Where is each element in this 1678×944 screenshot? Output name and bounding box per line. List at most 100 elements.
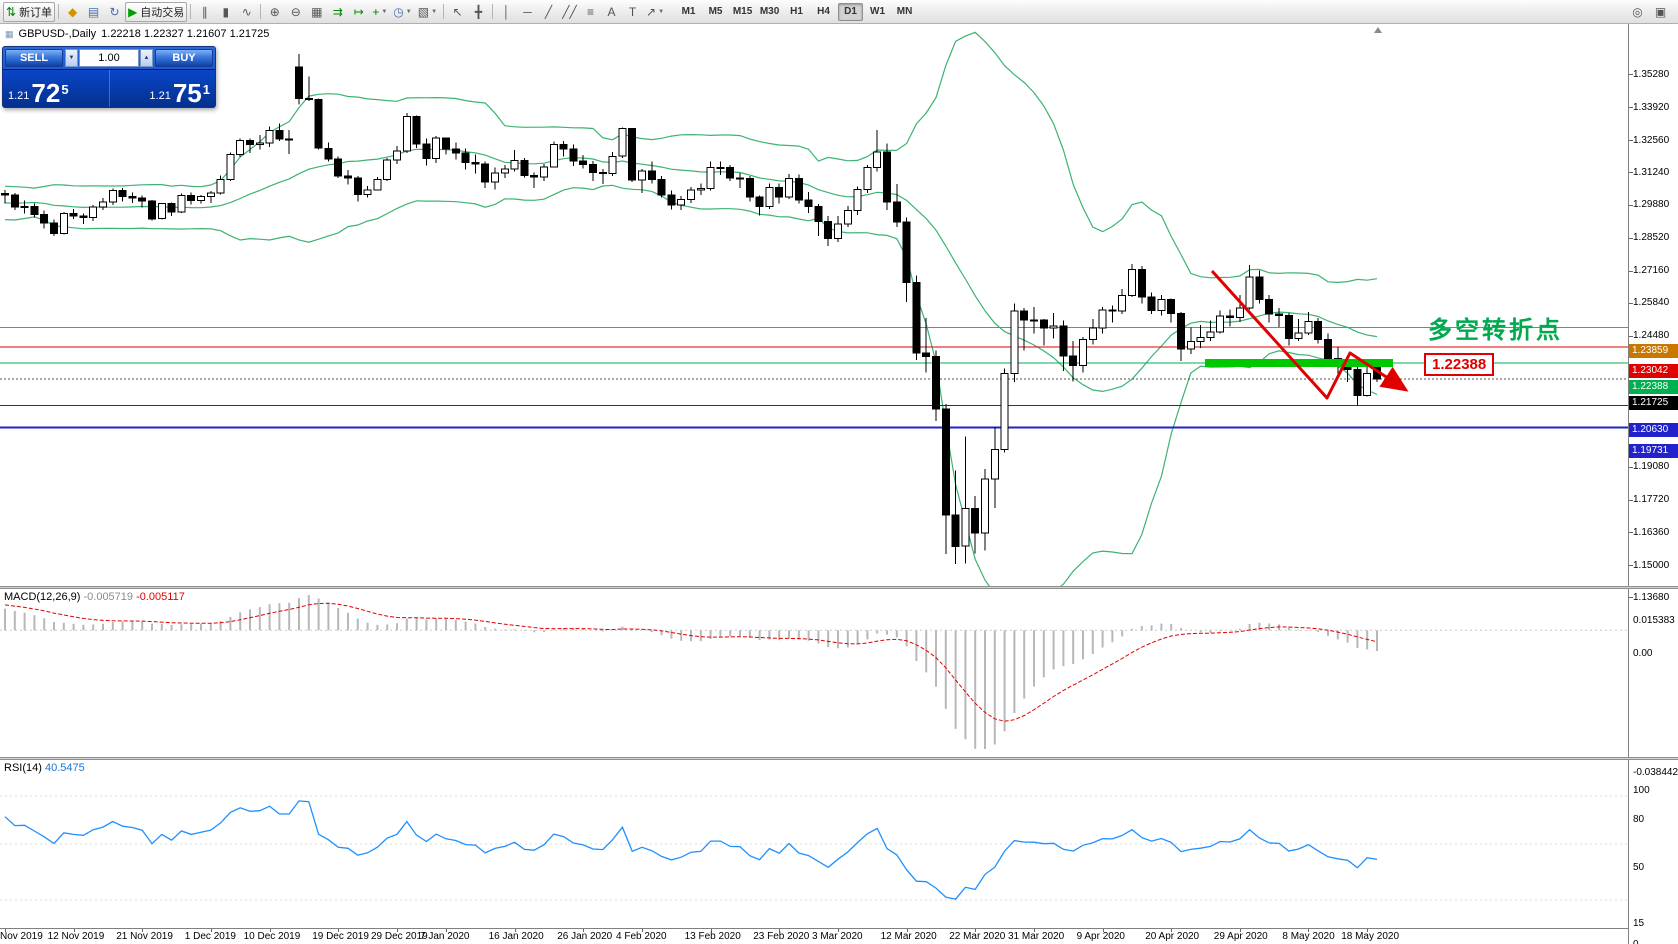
window-layout-button[interactable]: ▣: [1650, 2, 1671, 22]
refresh-button[interactable]: ↻: [104, 2, 125, 22]
panel-splitter[interactable]: [0, 586, 1678, 589]
bar-chart-icon: ∥: [201, 4, 208, 19]
timeframe-d1-button[interactable]: D1: [838, 2, 864, 21]
line-chart-button[interactable]: ∿: [236, 2, 257, 22]
timeframe-h4-button[interactable]: H4: [817, 6, 830, 17]
volume-increase-button[interactable]: ▲: [140, 49, 153, 67]
trendline-icon: ╱: [544, 4, 553, 19]
indicators-button[interactable]: + ▼: [369, 2, 390, 22]
toolbar-separator: [58, 4, 60, 19]
timeframe-m30-button[interactable]: M30: [759, 6, 780, 17]
date-label: 18 May 2020: [1341, 931, 1400, 942]
buy-button[interactable]: BUY: [155, 49, 213, 67]
macd-panel[interactable]: MACD(12,26,9) -0.005719 -0.005117: [0, 589, 1628, 757]
date-label: 29 Dec 2019: [371, 931, 428, 942]
price-chart-panel[interactable]: ▦ GBPUSD-,Daily 1.22218 1.22327 1.21607 …: [0, 24, 1628, 586]
time-tickmark: [975, 929, 977, 932]
profile-button[interactable]: ▤: [83, 2, 104, 22]
candle: [1, 190, 9, 204]
tile-windows-button[interactable]: ▦: [306, 2, 327, 22]
price-tickmark: [1629, 270, 1633, 272]
candle: [1049, 313, 1058, 339]
date-label: 12 Nov 2019: [47, 931, 105, 942]
sell-button[interactable]: SELL: [5, 49, 63, 67]
candle: [177, 193, 186, 213]
auto-scroll-button[interactable]: ⇉: [327, 2, 348, 22]
time-tickmark: [838, 929, 839, 932]
price-tickmark: [1629, 335, 1633, 337]
bar-chart-button[interactable]: ∥: [194, 2, 215, 22]
timeframe-h1-button[interactable]: H1: [790, 6, 803, 17]
buy-price-display[interactable]: 1.21 75 1: [108, 70, 216, 107]
candle: [579, 154, 588, 169]
crosshair-button[interactable]: ╋: [468, 2, 489, 22]
cursor-button[interactable]: ↖: [447, 2, 468, 22]
candle: [941, 403, 950, 554]
rsi-scale-label: 15: [1633, 918, 1645, 929]
search-button[interactable]: ◎: [1627, 2, 1648, 22]
templates-button[interactable]: ▧ ▼: [415, 2, 440, 22]
price-chart-canvas[interactable]: [0, 24, 1628, 586]
zoom-out-button[interactable]: ⊖: [285, 2, 306, 22]
date-label: 22 Mar 2020: [949, 931, 1006, 942]
rsi-panel[interactable]: RSI(14) 40.5475: [0, 760, 1628, 928]
price-tick-label: 1.24480: [1633, 330, 1670, 342]
time-tickmark: [710, 929, 712, 932]
vertical-line-button[interactable]: │: [496, 2, 517, 22]
volume-decrease-button[interactable]: ▼: [65, 49, 78, 67]
timeframe-m1-button[interactable]: M1: [681, 6, 696, 17]
toolbar-separator: [443, 4, 445, 19]
volume-input[interactable]: 1.00: [79, 49, 139, 67]
candle: [1304, 311, 1313, 335]
candle: [951, 470, 960, 564]
new-order-button[interactable]: ⇅ 新订单: [3, 1, 56, 22]
timeframe-mn-button[interactable]: MN: [896, 6, 913, 17]
equidistant-channel-button[interactable]: ╱╱: [559, 2, 580, 22]
rsi-scale-label: 50: [1633, 862, 1645, 873]
indicators-icon: +: [372, 4, 380, 19]
candle: [1098, 306, 1107, 334]
metaeditor-button[interactable]: ◆: [62, 2, 83, 22]
current-price-badge: 1.21725: [1629, 396, 1678, 410]
price-tickmark: [1629, 597, 1633, 599]
price-scale[interactable]: 1.35280 1.33920 1.32560 1.31240 1.29880 1.285…: [1628, 24, 1678, 944]
crosshair-icon: ╋: [474, 4, 483, 19]
candle: [491, 167, 499, 190]
autotrading-button[interactable]: ▶ 自动交易: [125, 1, 188, 22]
candle: [549, 141, 558, 168]
rsi-scale-label: 100: [1633, 785, 1650, 796]
timeframe-m5-button[interactable]: M5: [708, 6, 723, 17]
panel-splitter[interactable]: [0, 757, 1678, 760]
chart-shift-button[interactable]: ↦: [348, 2, 369, 22]
sell-price-display[interactable]: 1.21 72 5: [3, 70, 109, 107]
chart-ohlc-label: 1.22218 1.22327 1.21607 1.21725: [101, 28, 270, 40]
price-tickmark: [1629, 302, 1633, 304]
price-tick-label: 1.29880: [1633, 199, 1670, 211]
fibonacci-button[interactable]: ≡: [580, 2, 601, 22]
text-label-button[interactable]: T: [622, 2, 643, 22]
chart-end-marker[interactable]: [1374, 27, 1382, 33]
timeframe-m15-button[interactable]: M15: [732, 6, 753, 17]
date-label: 26 Jan 2020: [557, 931, 613, 942]
candlestick-chart-button[interactable]: ▮: [215, 2, 236, 22]
candle: [1177, 311, 1185, 361]
search-icon: ◎: [1632, 4, 1643, 19]
periods-icon: ◷: [393, 4, 404, 19]
arrows-button[interactable]: ↗ ▼: [643, 2, 667, 22]
zoom-out-icon: ⊖: [290, 4, 301, 19]
time-tickmark: [583, 929, 585, 932]
price-tickmark: [1629, 107, 1633, 109]
horizontal-line-button[interactable]: ─: [517, 2, 538, 22]
trendline-button[interactable]: ╱: [538, 2, 559, 22]
timeframe-w1-button[interactable]: W1: [870, 6, 886, 17]
candle: [167, 202, 176, 217]
candle: [118, 188, 127, 202]
periods-button[interactable]: ◷ ▼: [390, 2, 414, 22]
text-button[interactable]: A: [601, 2, 622, 22]
time-tickmark: [1239, 929, 1241, 932]
time-axis[interactable]: Nov 2019 12 Nov 2019 21 Nov 2019 1 Dec 2019…: [0, 928, 1628, 944]
candle: [1196, 325, 1205, 349]
zoom-in-button[interactable]: ⊕: [264, 2, 285, 22]
candle: [1265, 294, 1274, 323]
